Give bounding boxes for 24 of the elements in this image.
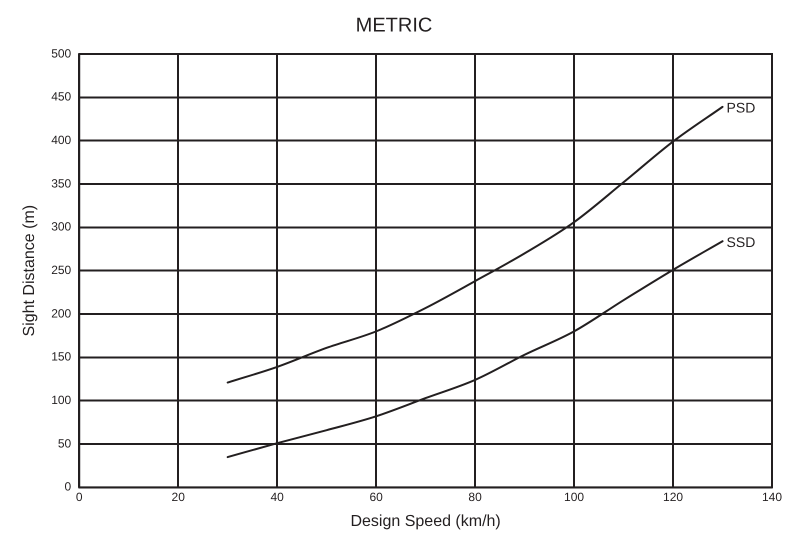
x-axis-title: Design Speed (km/h) [350,512,501,530]
y-tick-label: 350 [51,176,72,190]
x-tick-label: 80 [468,490,482,504]
y-tick-label: 200 [51,306,72,320]
series-label: SSD [726,234,756,250]
y-tick-label: 0 [64,480,72,494]
x-tick-label: 140 [762,490,782,504]
x-tick-label: 120 [663,490,684,504]
x-tick-label: 100 [564,490,584,504]
x-tick-label: 0 [76,490,83,504]
series-label: PSD [726,100,756,116]
x-tick-label: 20 [172,490,186,504]
chart-title: METRIC [356,14,432,37]
y-tick-label: 450 [51,90,72,104]
x-tick-label: 40 [270,490,284,504]
y-tick-label: 50 [58,436,72,450]
x-tick-label: 60 [369,490,384,504]
y-tick-label: 300 [51,220,72,234]
y-tick-label: 400 [51,132,72,147]
y-tick-label: 100 [51,393,72,408]
y-axis-title: Sight Distance (m) [21,204,38,336]
y-tick-label: 500 [51,46,72,60]
y-tick-label: 150 [51,350,72,364]
y-tick-label: 250 [51,263,72,278]
